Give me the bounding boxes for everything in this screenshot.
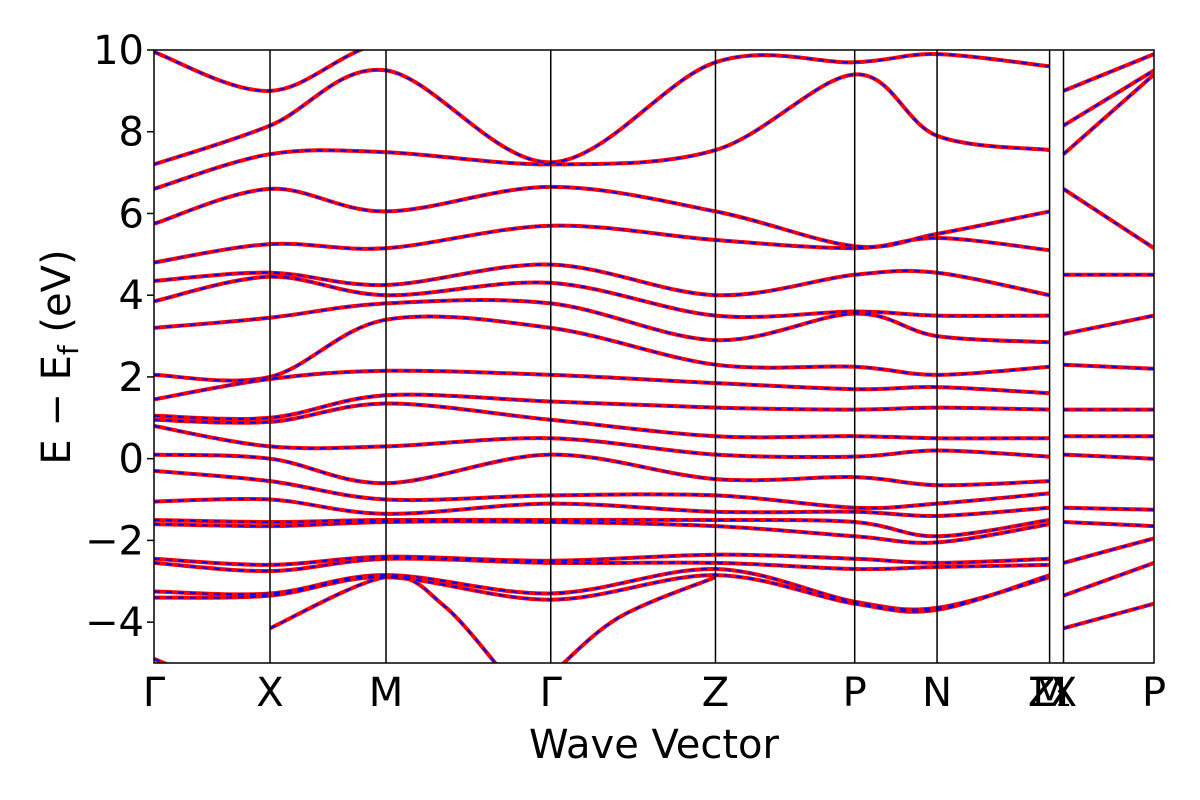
kpoint-lines (269, 50, 1065, 663)
band-line-dashed-4 (154, 520, 1050, 544)
band-line-dashed-39 (562, 576, 716, 663)
band-line-dashed-23 (1063, 561, 1154, 597)
band-line-solid-20 (154, 52, 1050, 167)
x-axis-label: Wave Vector (529, 722, 780, 768)
band-line-dashed-7 (154, 469, 1050, 510)
band-line-dashed-12 (154, 369, 1050, 401)
band-line-dashed-20 (154, 53, 1050, 166)
x-tick-label-3: Γ (540, 670, 563, 716)
band-line-dashed-3 (154, 553, 1050, 566)
y-tick-label-0: −4 (85, 600, 144, 646)
band-line-dashed-10 (154, 402, 1050, 440)
band-line-dashed-25 (1063, 521, 1154, 528)
band-line-dashed-37 (154, 657, 167, 663)
band-line-dashed-6 (154, 497, 1050, 517)
x-tick-label-4: Z (702, 670, 729, 716)
band-line-solid-9 (154, 424, 1050, 460)
band-line-dashed-8 (154, 453, 1050, 487)
band-line-dashed-21 (154, 50, 363, 92)
band-line-dashed-5 (154, 518, 1050, 538)
band-line-dashed-19 (154, 73, 1050, 190)
band-line-solid-1 (154, 566, 1051, 612)
x-tick-label-1: X (256, 670, 283, 716)
band-line-dashed-13 (154, 315, 1050, 382)
band-line-solid-18 (154, 184, 1050, 249)
y-tick-label-2: 0 (119, 437, 144, 483)
band-line-dashed-15 (154, 275, 1050, 318)
x-tick-label-6: N (922, 670, 952, 716)
y-tick-label-4: 4 (119, 273, 144, 319)
band-line-dashed-35 (1062, 69, 1154, 127)
band-line-dashed-31 (1063, 314, 1154, 335)
x-tick-label-0: Γ (143, 670, 166, 716)
x-tick-label-5: P (843, 670, 867, 716)
band-line-dashed-9 (154, 425, 1050, 459)
band-line-dashed-18 (154, 185, 1050, 248)
band-line-dashed-16 (154, 263, 1050, 297)
band-line-dashed-14 (154, 299, 1050, 344)
x-tick-label-10: P (1142, 670, 1166, 716)
y-axis-label: E − Ef (eV) (34, 249, 85, 464)
band-line-dashed-22 (1063, 602, 1154, 630)
x-tick-label-2: M (369, 670, 404, 716)
band-line-dashed-2 (154, 557, 1050, 573)
band-line-dashed-30 (1063, 363, 1154, 370)
x-tick-label-7: M (1032, 670, 1067, 716)
band-line-dashed-38 (269, 575, 497, 663)
y-ticks: −4 −2 0 2 4 6 8 10 (85, 28, 154, 646)
band-line-dashed-26 (1063, 506, 1154, 511)
band-line-solid-14 (154, 298, 1050, 345)
y-axis-label-unit: (eV) (34, 249, 80, 345)
band-line-dashed-0 (154, 574, 1050, 613)
y-tick-label-5: 6 (119, 191, 144, 237)
band-line-dashed-17 (154, 224, 1050, 264)
band-line-dashed-33 (1062, 188, 1154, 250)
y-tick-label-6: 8 (119, 110, 144, 156)
y-tick-label-1: −2 (85, 518, 144, 564)
y-axis-label-sub: f (52, 344, 85, 355)
y-axis-label-main: E − E (34, 355, 80, 465)
y-tick-label-7: 10 (93, 28, 144, 74)
band-line-dashed-27 (1063, 453, 1154, 460)
x-tick-label-9: X (1050, 670, 1077, 716)
band-line-dashed-34 (1062, 73, 1154, 155)
band-line-solid-21 (154, 50, 366, 93)
band-line-solid-19 (154, 72, 1050, 191)
bands-layer (154, 50, 1154, 663)
y-tick-label-3: 2 (119, 355, 144, 401)
plot-frame (153, 49, 1155, 664)
band-line-dashed-24 (1063, 537, 1154, 564)
band-line-dashed-11 (154, 393, 1050, 420)
band-line-dashed-36 (1063, 53, 1154, 92)
band-line-solid-4 (154, 519, 1050, 545)
x-tick-label-8: Z₁ (1028, 670, 1071, 716)
band-line-solid-8 (154, 452, 1050, 488)
band-line-solid-15 (154, 274, 1050, 319)
